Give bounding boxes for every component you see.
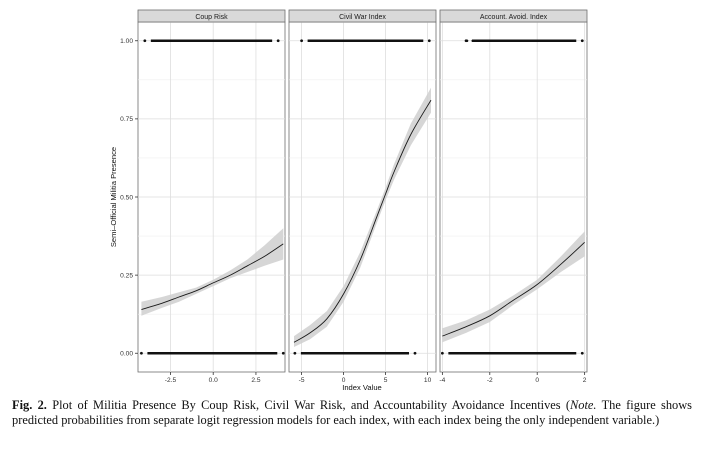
x-tick-label: 2.5: [251, 377, 260, 384]
observation-point-zero: [440, 351, 444, 355]
facet-title: Account. Avoid. Index: [480, 14, 548, 21]
caption-note-word: Note.: [570, 398, 597, 412]
faceted-line-chart: Coup Risk -2.5 0.0 2.5 Civil War Index -5 0 5 10…: [109, 9, 588, 392]
y-tick-label: 0.50: [120, 194, 133, 201]
observation-point-zero: [281, 351, 285, 355]
facet-title: Civil War Index: [339, 14, 386, 21]
observation-point-one: [276, 39, 280, 43]
fitted-line: [141, 243, 284, 310]
confidence-band: [141, 228, 284, 316]
facet-title: Coup Risk: [195, 14, 228, 21]
x-tick-label: -5: [299, 377, 305, 384]
x-axis-title: Index Value: [342, 383, 382, 392]
confidence-band: [294, 87, 431, 347]
x-tick-label: 10: [424, 377, 432, 384]
y-tick-label: 0.75: [120, 116, 133, 123]
x-tick-label: -2.5: [165, 377, 177, 384]
y-tick-label: 0.25: [120, 272, 133, 279]
facet-strip: [439, 9, 588, 23]
observation-point-one: [300, 39, 303, 43]
figure-caption: Fig. 2. Plot of Militia Presence By Coup…: [12, 398, 692, 428]
chart-figure: Coup Risk -2.5 0.0 2.5 Civil War Index -5 0 5 10…: [109, 9, 588, 392]
facet-strip: [137, 9, 286, 23]
x-tick-label: 0: [342, 377, 346, 384]
x-tick-label: -2: [487, 377, 493, 384]
observation-point-one: [143, 39, 147, 43]
x-tick-label: 0: [535, 377, 539, 384]
x-tick-label: 5: [384, 377, 388, 384]
observation-point-zero: [580, 351, 584, 355]
y-axis-title: Semi–Official Militia Presence: [109, 147, 118, 247]
observation-point-zero: [140, 351, 143, 355]
caption-text: Plot of Militia Presence By Coup Risk, C…: [52, 398, 571, 412]
x-tick-label: -4: [439, 377, 445, 384]
observation-point-zero: [413, 351, 417, 355]
facet-strip: [288, 9, 437, 23]
observation-point-one: [580, 39, 584, 43]
observation-point-one: [464, 39, 468, 43]
y-tick-label: 0.00: [120, 351, 133, 358]
observation-point-one: [427, 39, 431, 43]
x-tick-label: 0.0: [209, 377, 218, 384]
confidence-band: [442, 231, 585, 343]
x-tick-label: 2: [583, 377, 587, 384]
caption-label: Fig. 2.: [12, 398, 47, 412]
y-tick-label: 1.00: [120, 38, 133, 45]
caption-note-text: The figure shows predicted probabilities…: [12, 398, 692, 427]
fitted-line: [442, 241, 585, 337]
observation-point-zero: [293, 351, 297, 355]
fitted-line: [293, 99, 432, 343]
